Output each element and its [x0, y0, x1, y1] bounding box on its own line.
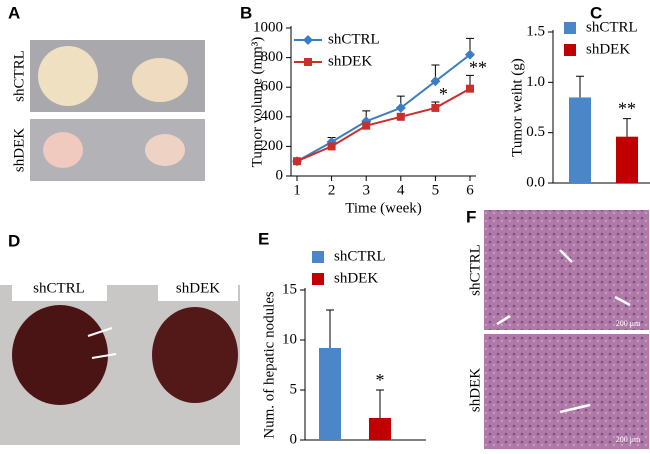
legend-marker	[303, 35, 313, 45]
point	[465, 49, 475, 60]
x-tick-label: 6	[466, 182, 474, 198]
y-tick-label: 800	[261, 49, 284, 65]
point	[293, 157, 301, 166]
legend-label: shCTRL	[334, 248, 386, 264]
point	[362, 121, 371, 130]
arrow	[614, 295, 631, 307]
legend-swatch	[564, 22, 576, 34]
y-axis-label: Tumor volume (mm³)	[249, 37, 265, 168]
annotation: *	[439, 84, 448, 104]
legend-swatch	[564, 44, 576, 56]
legend-label: shCTRL	[586, 19, 638, 35]
legend-label: shDEK	[328, 53, 372, 69]
liver	[152, 307, 238, 403]
arrow	[91, 353, 117, 359]
error-bar	[326, 309, 334, 348]
series-line	[296, 53, 471, 163]
y-tick-label: 0	[276, 167, 284, 183]
x-tick-label: 2	[328, 182, 336, 198]
annotation: **	[469, 57, 487, 77]
label-box	[12, 275, 107, 301]
tumor	[132, 58, 188, 102]
row-label: shCTRL	[11, 50, 27, 102]
y-tick-label: 15	[282, 281, 297, 297]
error-bar	[376, 389, 384, 418]
series-line	[296, 87, 471, 163]
y-tick-label: 0	[290, 431, 298, 447]
panel-letter: F	[466, 207, 476, 226]
annotation: **	[618, 99, 636, 119]
point	[396, 112, 405, 121]
point	[466, 84, 474, 93]
y-tick-label: 600	[261, 79, 284, 95]
panel-letter: C	[590, 3, 602, 22]
panel-letter: A	[8, 3, 20, 22]
label-box	[158, 275, 238, 301]
legend-marker	[304, 58, 312, 66]
scale-label: 200 μm	[616, 319, 641, 328]
y-tick-label: 1000	[253, 19, 283, 35]
y-tick-label: 200	[261, 138, 284, 154]
scale-label: 200 μm	[616, 435, 641, 444]
photo	[484, 210, 649, 330]
liver	[12, 305, 108, 405]
row-label: shDEK	[467, 368, 483, 412]
legend-label: shDEK	[586, 41, 630, 57]
photo	[484, 334, 649, 449]
arrow	[559, 249, 573, 263]
y-tick-label: 400	[261, 108, 284, 124]
bar	[616, 136, 638, 183]
row-label: shDEK	[11, 128, 27, 172]
bar	[319, 348, 341, 440]
y-tick-label: 1.0	[526, 74, 545, 90]
legend-swatch	[312, 251, 324, 263]
arrow	[87, 327, 113, 337]
y-tick-label: 0.0	[526, 174, 545, 190]
annotation: *	[376, 370, 385, 390]
tumor	[43, 132, 83, 168]
error-bar	[623, 118, 631, 137]
x-tick-label: 3	[362, 182, 370, 198]
row-label: shCTRL	[467, 244, 483, 296]
legend-label: shDEK	[334, 270, 378, 286]
y-tick-label: 10	[282, 331, 297, 347]
legend-label: shCTRL	[328, 31, 380, 47]
bar	[569, 97, 591, 183]
y-tick-label: 1.5	[526, 23, 545, 39]
legend-swatch	[312, 273, 324, 285]
y-tick-label: 0.5	[526, 124, 545, 140]
x-tick-label: 5	[432, 182, 440, 198]
x-axis-label: Time (week)	[345, 200, 422, 216]
panel-letter: D	[8, 231, 20, 250]
x-tick-label: 1	[293, 182, 301, 198]
y-axis-label: Num. of hepatic nodules	[261, 291, 277, 439]
x-tick-label: 4	[397, 182, 405, 198]
panel-letter: B	[240, 3, 252, 22]
y-tick-label: 5	[290, 381, 298, 397]
point	[431, 103, 440, 112]
arrow	[559, 403, 591, 414]
panel-letter: E	[258, 229, 269, 248]
point	[430, 76, 441, 87]
photo-label: shDEK	[176, 280, 220, 296]
photo-label: shCTRL	[33, 280, 85, 296]
y-axis-label: Tumor weiht (g)	[509, 58, 525, 157]
arrow	[496, 314, 511, 326]
tumor	[38, 46, 98, 106]
tumor	[145, 134, 185, 166]
point	[395, 102, 406, 113]
point	[327, 142, 336, 151]
error-bar	[576, 75, 584, 98]
bar	[369, 418, 391, 440]
